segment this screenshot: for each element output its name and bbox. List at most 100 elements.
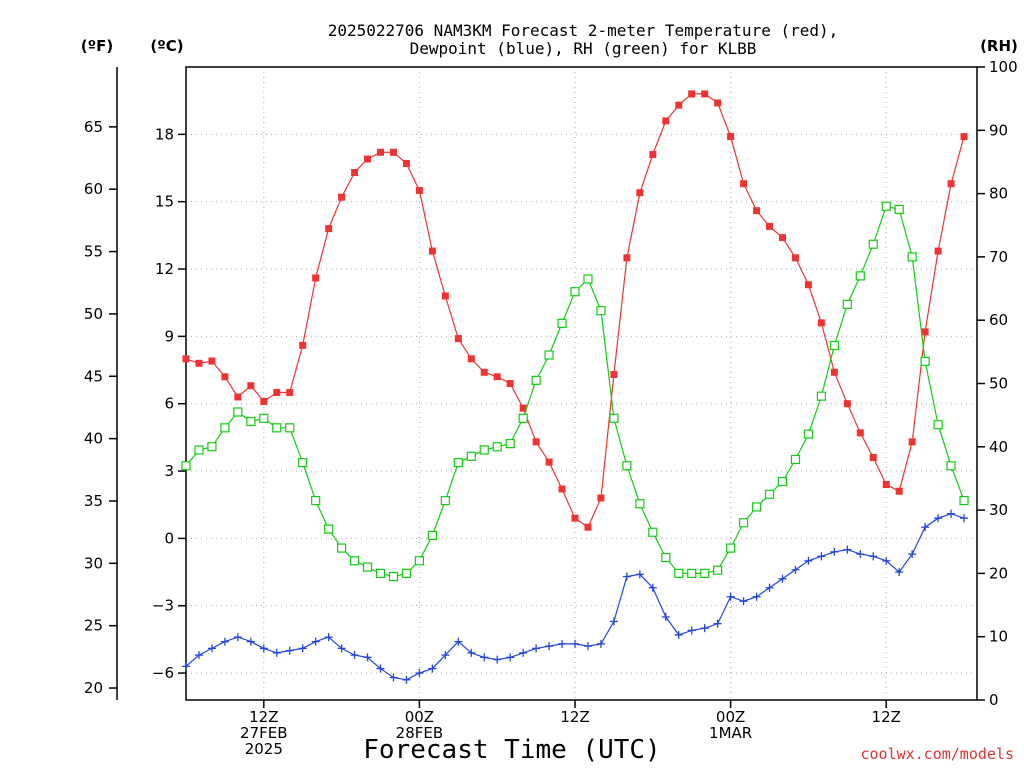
data-point [376,664,385,673]
axis-ticks: −6−3036912151820253035404550556065010203… [84,58,1018,758]
data-point [829,340,839,351]
data-point [609,617,618,626]
celsius-tick-label: 9 [164,327,174,345]
data-point [557,318,567,328]
data-point [726,592,735,601]
fahrenheit-tick-label: 25 [84,617,103,635]
data-point [894,204,904,215]
data-point [414,556,425,566]
unit-label-celsius: (ºC) [150,37,183,55]
celsius-tick-label: 15 [155,193,174,211]
data-point [596,639,605,648]
credit-text: coolwx.com/models [860,745,1014,763]
data-point [350,651,359,660]
unit-label-fahrenheit: (ºF) [81,37,113,55]
data-point [351,169,359,176]
data-point [299,341,307,349]
data-point [649,151,657,159]
data-point [766,222,774,230]
data-point [181,461,191,471]
data-point [609,413,619,423]
fahrenheit-tick-label: 55 [84,243,103,261]
data-point [908,438,916,446]
data-point [505,439,515,449]
plot-frame [185,66,978,701]
data-point [959,496,969,506]
data-point [934,514,943,523]
x-tick-label: 28FEB [396,724,443,742]
data-point [207,442,217,452]
data-point [907,252,917,262]
rh-tick-label: 70 [989,248,1008,266]
data-point [791,565,800,574]
data-point [337,644,346,653]
data-point [260,397,268,405]
data-point [947,509,956,518]
x-tick-label: 12Z [560,708,589,726]
rh-tick-label: 0 [989,691,999,709]
data-point [401,568,412,579]
axes [116,66,978,701]
fahrenheit-tick-label: 30 [84,554,103,572]
data-point [635,570,644,579]
rh-tick-label: 80 [989,185,1008,203]
data-point [428,664,437,673]
data-point [453,458,463,468]
data-point [480,653,489,662]
data-point [441,651,450,660]
series-dewpoint [182,509,969,684]
grid [186,67,977,700]
data-point [740,180,748,188]
data-point [622,461,632,471]
data-point [648,527,658,537]
data-point [882,481,890,489]
data-point [545,458,553,466]
data-point [751,502,762,512]
data-point [713,619,722,628]
data-point [739,597,748,606]
celsius-tick-label: 6 [164,395,174,413]
data-point [933,420,943,430]
x-tick-label: 12Z [872,708,901,726]
data-point [960,514,969,523]
data-point [921,328,929,336]
data-point [285,423,295,433]
celsius-tick-label: 0 [164,529,174,547]
data-point [571,639,580,648]
data-point [208,357,216,365]
data-point [843,400,851,408]
data-point [881,201,891,211]
data-point [467,355,475,363]
rh-tick-label: 10 [989,628,1008,646]
data-point [817,552,826,561]
data-point [312,274,320,282]
data-point [247,382,255,390]
data-point [220,637,229,646]
data-point [233,633,242,642]
data-point [182,662,190,671]
data-point [662,117,670,125]
data-point [597,494,605,502]
data-point [544,350,554,360]
data-point [415,669,424,678]
data-point [843,545,852,554]
x-tick-label: 27FEB [240,724,287,742]
data-point [791,254,799,262]
fahrenheit-tick-label: 50 [84,305,103,323]
data-point [622,572,631,581]
x-tick-label: 00Z [716,708,745,726]
data-point [635,499,645,509]
data-point [947,180,955,188]
rh-tick-label: 60 [989,311,1008,329]
data-point [687,626,696,635]
data-point [920,356,930,366]
data-point [493,655,502,664]
data-point [440,496,450,506]
x-axis-label: Forecast Time (UTC) [363,735,660,765]
data-point [908,550,917,559]
celsius-tick-label: −6 [152,664,174,682]
data-point [311,496,321,506]
data-point [364,155,372,163]
data-point [856,429,864,437]
